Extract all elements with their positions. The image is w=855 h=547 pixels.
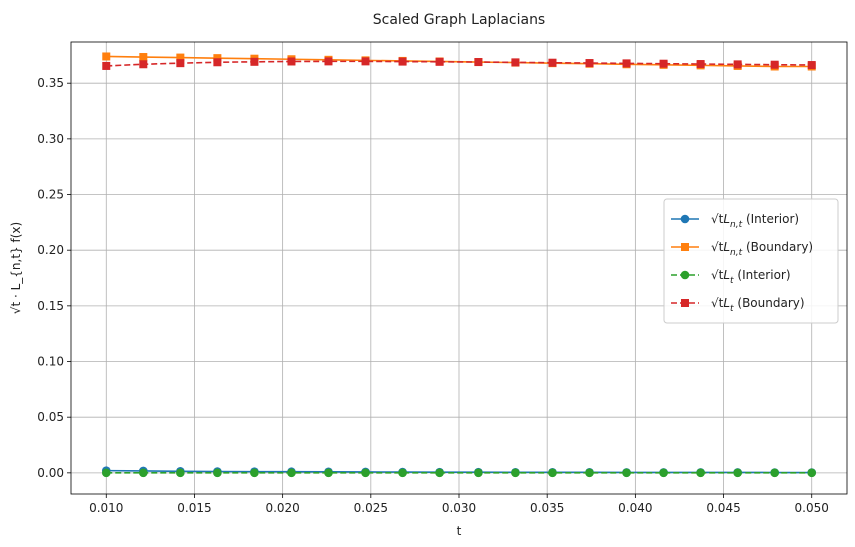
series-3 xyxy=(101,468,817,478)
legend-symbol: L xyxy=(723,240,730,254)
y-axis-label: √t · L_{n,t} f(x) xyxy=(9,222,23,314)
x-tick-label: 0.050 xyxy=(795,501,829,515)
data-point xyxy=(102,61,111,70)
y-tick-label: 0.20 xyxy=(37,243,64,257)
y-tick-label: 0.10 xyxy=(37,355,64,369)
data-point xyxy=(361,57,370,66)
legend-swatch-marker xyxy=(680,270,690,280)
series-layer xyxy=(101,52,817,478)
x-tick-label: 0.035 xyxy=(530,501,564,515)
data-point xyxy=(213,54,222,63)
legend-swatch-marker xyxy=(680,214,690,224)
x-axis: 0.010 0.015 0.020 0.025 0.030 0.035 0.040 0.045… xyxy=(89,494,829,515)
data-point xyxy=(176,468,185,478)
data-point xyxy=(435,57,444,66)
x-tick-label: 0.040 xyxy=(618,501,652,515)
data-point xyxy=(696,468,705,478)
legend-box xyxy=(663,198,839,324)
data-point xyxy=(250,468,259,478)
legend-suffix: (Boundary) xyxy=(734,296,805,310)
data-point xyxy=(548,468,557,478)
series-line xyxy=(106,60,812,67)
legend-prefix: √t xyxy=(711,212,724,226)
y-tick-label: 0.05 xyxy=(37,410,64,424)
data-point xyxy=(139,60,148,69)
chart-title: Scaled Graph Laplacians xyxy=(373,12,545,28)
data-point xyxy=(324,57,333,66)
data-point xyxy=(139,53,148,62)
legend-entry-label: √tLn,t (Interior) xyxy=(711,212,799,230)
y-tick-label: 0.15 xyxy=(37,299,64,313)
data-point xyxy=(361,468,370,478)
data-point xyxy=(287,57,296,66)
data-point xyxy=(696,60,705,69)
x-tick-label: 0.025 xyxy=(354,501,388,515)
data-point xyxy=(622,59,631,68)
y-tick-label: 0.35 xyxy=(37,76,64,90)
data-point xyxy=(585,468,594,478)
data-point xyxy=(770,468,779,478)
data-point xyxy=(101,468,111,478)
legend-suffix: (Interior) xyxy=(734,268,791,282)
legend-suffix: (Boundary) xyxy=(742,240,813,254)
legend-entry-label: √tLt (Boundary) xyxy=(711,296,805,314)
data-point xyxy=(102,52,111,61)
data-point xyxy=(213,468,222,478)
legend-symbol: L xyxy=(723,296,730,310)
legend-swatch-marker xyxy=(681,299,689,307)
data-point xyxy=(548,58,557,67)
data-point xyxy=(176,59,185,68)
legend-prefix: √t xyxy=(711,296,724,310)
y-axis: 0.00 0.05 0.10 0.15 0.20 0.25 0.30 0.35 xyxy=(37,76,71,480)
y-tick-label: 0.00 xyxy=(37,466,64,480)
data-point xyxy=(176,53,185,62)
data-point xyxy=(659,59,668,68)
data-point xyxy=(511,58,520,67)
data-point xyxy=(139,468,148,478)
legend-prefix: √t xyxy=(711,240,724,254)
legend-subscript: t xyxy=(730,304,734,314)
legend-suffix: (Interior) xyxy=(742,212,799,226)
data-point xyxy=(474,58,483,67)
data-point xyxy=(398,468,407,478)
legend-subscript: n,t xyxy=(730,220,743,230)
data-point xyxy=(324,468,333,478)
data-point xyxy=(659,468,668,478)
legend-entry-label: √tLt (Interior) xyxy=(711,268,791,286)
legend-subscript: t xyxy=(730,276,734,286)
data-point xyxy=(213,58,222,67)
series-4 xyxy=(102,57,816,70)
legend-swatch-marker xyxy=(681,243,689,251)
x-tick-label: 0.045 xyxy=(706,501,740,515)
data-point xyxy=(733,468,742,478)
data-point xyxy=(250,57,259,66)
x-tick-label: 0.015 xyxy=(177,501,211,515)
x-tick-label: 0.010 xyxy=(89,501,123,515)
data-point xyxy=(398,57,407,66)
legend-symbol: L xyxy=(723,212,730,226)
data-point xyxy=(287,468,296,478)
data-point xyxy=(807,61,816,70)
data-point xyxy=(474,468,483,478)
data-point xyxy=(585,59,594,68)
data-point xyxy=(733,60,742,69)
x-axis-label: t xyxy=(457,524,462,538)
legend-entry-label: √tLn,t (Boundary) xyxy=(711,240,813,258)
legend: √tLn,t (Interior)√tLn,t (Boundary)√tLt (… xyxy=(663,198,839,324)
legend-symbol: L xyxy=(723,268,730,282)
x-tick-label: 0.030 xyxy=(442,501,476,515)
data-point xyxy=(435,468,444,478)
data-point xyxy=(770,60,779,69)
legend-prefix: √t xyxy=(711,268,724,282)
x-tick-label: 0.020 xyxy=(265,501,299,515)
legend-subscript: n,t xyxy=(730,248,743,258)
y-tick-label: 0.25 xyxy=(37,188,64,202)
y-tick-label: 0.30 xyxy=(37,132,64,146)
data-point xyxy=(807,468,817,478)
data-point xyxy=(511,468,520,478)
data-point xyxy=(622,468,631,478)
